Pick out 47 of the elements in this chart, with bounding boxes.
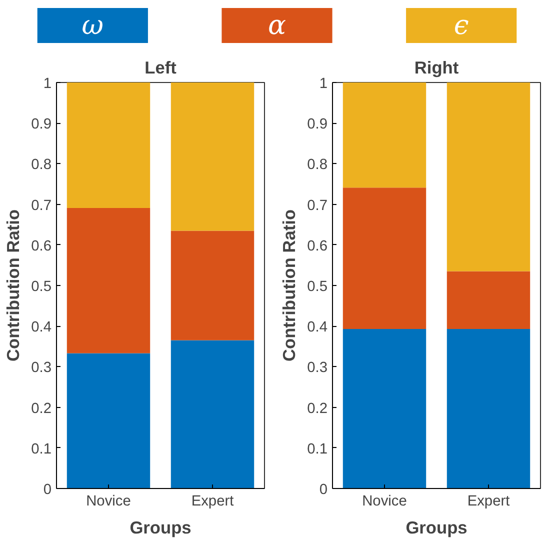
bar xyxy=(170,340,254,488)
y-tick-label: 0.8 xyxy=(307,157,328,174)
bar xyxy=(170,82,254,231)
y-tick-label: 0.3 xyxy=(307,360,328,376)
bar xyxy=(342,188,426,329)
chart-title: Left xyxy=(144,58,177,78)
bar xyxy=(446,328,530,488)
text: α xyxy=(268,10,286,41)
x-axis-title: Groups xyxy=(406,518,468,538)
bar xyxy=(66,82,150,208)
text: ϵ xyxy=(454,10,469,41)
x-tick-label: Expert xyxy=(467,494,510,510)
bar xyxy=(446,82,530,272)
y-tick-label: 0.9 xyxy=(31,116,52,133)
y-tick-label: 0.7 xyxy=(31,198,52,214)
y-tick-label: 0.7 xyxy=(307,198,328,214)
bar xyxy=(170,230,254,340)
y-axis-title: Contribution Ratio xyxy=(279,209,300,362)
bar xyxy=(342,328,426,488)
chart-title: Right xyxy=(414,58,459,78)
y-tick-label: 0 xyxy=(319,482,328,498)
y-tick-label: 0.3 xyxy=(31,360,52,376)
bar xyxy=(66,208,150,354)
y-tick-label: 0.6 xyxy=(31,238,52,254)
y-tick-label: 0.6 xyxy=(307,238,328,254)
y-tick-label: 0.5 xyxy=(31,279,52,295)
y-tick-label: 0.2 xyxy=(31,400,52,417)
bar xyxy=(66,353,150,488)
x-tick-label: Novice xyxy=(86,494,131,510)
y-axis-title: Contribution Ratio xyxy=(3,209,24,362)
text: ω xyxy=(82,10,104,41)
y-tick-label: 0.1 xyxy=(307,441,328,458)
y-tick-label: 0.9 xyxy=(307,116,328,133)
x-tick-label: Expert xyxy=(191,494,234,510)
y-tick-label: 0.4 xyxy=(31,320,52,336)
bar xyxy=(446,271,530,329)
y-tick-label: 0 xyxy=(43,482,52,498)
y-tick-label: 1 xyxy=(319,76,328,92)
x-axis-title: Groups xyxy=(130,518,192,538)
y-tick-label: 0.4 xyxy=(307,320,328,336)
y-tick-label: 0.2 xyxy=(307,400,328,417)
y-tick-label: 0.1 xyxy=(31,441,52,458)
y-tick-label: 0.5 xyxy=(307,279,328,295)
y-tick-label: 0.8 xyxy=(31,157,52,174)
x-tick-label: Novice xyxy=(362,494,407,510)
y-tick-label: 1 xyxy=(43,76,52,92)
bar xyxy=(342,82,426,188)
